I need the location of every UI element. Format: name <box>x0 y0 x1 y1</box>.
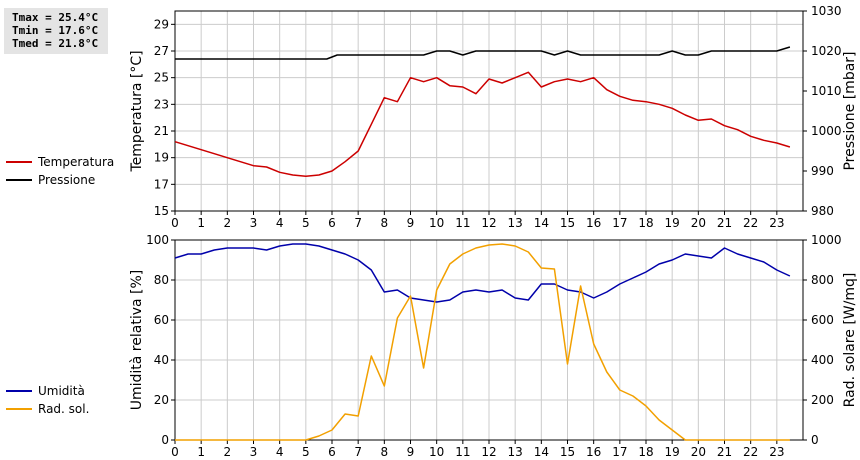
bottom-y2-tick-label: 400 <box>811 353 834 367</box>
top-x-tick-label: 2 <box>224 216 232 230</box>
top-y-tick-label: 23 <box>154 97 169 111</box>
top-x-tick-label: 23 <box>769 216 784 230</box>
stats-box: Tmax = 25.4°C Tmin = 17.6°C Tmed = 21.8°… <box>4 8 108 54</box>
top-y-tick-label: 21 <box>154 124 169 138</box>
top-x-tick-label: 20 <box>691 216 706 230</box>
top-x-tick-label: 5 <box>302 216 310 230</box>
top-x-tick-label: 10 <box>429 216 444 230</box>
bottom-x-tick-label: 17 <box>612 445 627 459</box>
bottom-x-tick-label: 14 <box>534 445 549 459</box>
series-line-rad-sol <box>175 243 790 441</box>
top-x-tick-label: 0 <box>171 216 179 230</box>
bottom-y2-tick-label: 1000 <box>811 233 842 247</box>
top-y-tick-label: 15 <box>154 204 169 218</box>
top-x-tick-label: 19 <box>665 216 680 230</box>
top-x-tick-label: 11 <box>455 216 470 230</box>
bottom-x-tick-label: 21 <box>717 445 732 459</box>
bottom-x-tick-label: 18 <box>638 445 653 459</box>
top-y-tick-label: 19 <box>154 151 169 165</box>
legend-label-radiazione: Rad. sol. <box>38 402 89 416</box>
top-x-tick-label: 16 <box>586 216 601 230</box>
tmin-text: Tmin = 17.6°C <box>12 24 99 37</box>
top-x-tick-label: 14 <box>534 216 549 230</box>
top-x-tick-label: 12 <box>481 216 496 230</box>
legend-label-temperatura: Temperatura <box>37 155 114 169</box>
top-y2-tick-label: 1000 <box>811 124 842 138</box>
legend-bottom: Umidità Rad. sol. <box>6 384 89 416</box>
top-x-tick-label: 15 <box>560 216 575 230</box>
legend-label-umidita: Umidità <box>38 384 85 398</box>
top-x-tick-label: 8 <box>381 216 389 230</box>
top-y2-tick-label: 980 <box>811 204 834 218</box>
bottom-x-tick-label: 5 <box>302 445 310 459</box>
top-x-tick-label: 6 <box>328 216 336 230</box>
plot-temperature-pressure: 0 1 2 3 4 5 6 7 8 9 10 11 12 13 14 15 16 17 18 19 20 21 22 2315… <box>154 4 842 230</box>
bottom-x-tick-label: 13 <box>508 445 523 459</box>
bottom-x-tick-label: 7 <box>354 445 362 459</box>
bottom-x-tick-label: 1 <box>197 445 205 459</box>
bottom-x-tick-label: 22 <box>743 445 758 459</box>
bottom-x-tick-label: 19 <box>665 445 680 459</box>
top-x-tick-label: 3 <box>250 216 258 230</box>
top-y-left-title: Temperatura [°C] <box>129 50 145 172</box>
top-y2-tick-label: 1030 <box>811 4 842 18</box>
bottom-y-tick-label: 0 <box>161 433 169 447</box>
bottom-x-tick-label: 6 <box>328 445 336 459</box>
top-x-tick-label: 1 <box>197 216 205 230</box>
bottom-x-tick-label: 11 <box>455 445 470 459</box>
bottom-x-tick-label: 9 <box>407 445 415 459</box>
bottom-y2-tick-label: 0 <box>811 433 819 447</box>
series-line-umidit <box>174 243 791 303</box>
bottom-y-tick-label: 20 <box>154 393 169 407</box>
bottom-x-tick-label: 4 <box>276 445 284 459</box>
legend-top: Temperatura Pressione <box>6 155 114 187</box>
bottom-x-tick-label: 15 <box>560 445 575 459</box>
bottom-x-tick-label: 20 <box>691 445 706 459</box>
bottom-x-tick-label: 8 <box>381 445 389 459</box>
series-line-temperatura <box>174 71 791 178</box>
top-y2-tick-label: 1010 <box>811 84 842 98</box>
bottom-x-tick-label: 2 <box>224 445 232 459</box>
bottom-x-tick-label: 23 <box>769 445 784 459</box>
bottom-x-tick-label: 10 <box>429 445 444 459</box>
top-x-tick-label: 9 <box>407 216 415 230</box>
top-y-tick-label: 29 <box>154 17 169 31</box>
top-x-tick-label: 17 <box>612 216 627 230</box>
top-x-tick-label: 4 <box>276 216 284 230</box>
top-y-tick-label: 27 <box>154 44 169 58</box>
bottom-y-right-title: Rad. solare [W/mq] <box>842 273 858 408</box>
tmed-text: Tmed = 21.8°C <box>12 37 99 50</box>
bottom-x-tick-label: 12 <box>481 445 496 459</box>
top-y2-tick-label: 1020 <box>811 44 842 58</box>
plot-humidity-radiation: 0 1 2 3 4 5 6 7 8 9 10 11 12 13 14 15 16 17 18 19 20 21 22 2302… <box>146 233 841 459</box>
bottom-x-tick-label: 3 <box>250 445 258 459</box>
top-x-tick-label: 21 <box>717 216 732 230</box>
bottom-y-tick-label: 100 <box>146 233 169 247</box>
top-x-tick-label: 7 <box>354 216 362 230</box>
bottom-y2-tick-label: 200 <box>811 393 834 407</box>
top-y-tick-label: 25 <box>154 71 169 85</box>
top-x-tick-label: 13 <box>508 216 523 230</box>
bottom-y-tick-label: 40 <box>154 353 169 367</box>
tmax-text: Tmax = 25.4°C <box>12 11 99 24</box>
bottom-y-tick-label: 60 <box>154 313 169 327</box>
bottom-x-tick-label: 16 <box>586 445 601 459</box>
series-line-pressione <box>175 46 791 60</box>
bottom-y-tick-label: 80 <box>154 273 169 287</box>
top-y2-tick-label: 990 <box>811 164 834 178</box>
top-y-right-title: Pressione [mbar] <box>842 51 858 170</box>
top-x-tick-label: 22 <box>743 216 758 230</box>
legend-label-pressione: Pressione <box>38 173 95 187</box>
bottom-y2-tick-label: 600 <box>811 313 834 327</box>
bottom-x-tick-label: 0 <box>171 445 179 459</box>
top-x-tick-label: 18 <box>638 216 653 230</box>
bottom-y2-tick-label: 800 <box>811 273 834 287</box>
bottom-y-left-title: Umidità relativa [%] <box>129 270 145 411</box>
top-y-tick-label: 17 <box>154 177 169 191</box>
